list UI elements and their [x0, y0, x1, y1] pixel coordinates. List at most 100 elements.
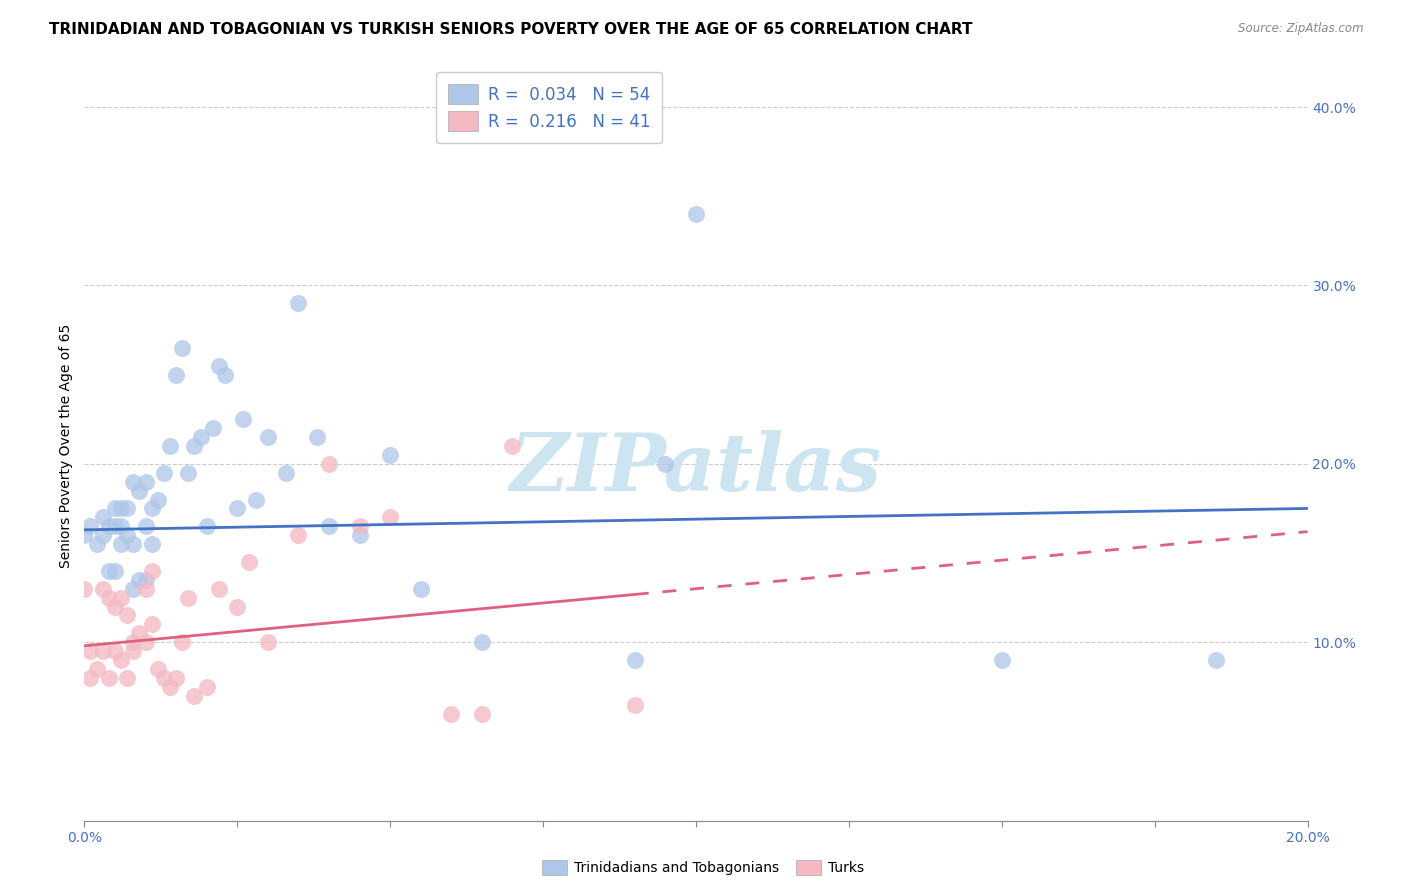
Point: [110, 653, 132, 667]
Point: [122, 537, 145, 551]
Point: [91, 582, 114, 596]
Point: [226, 501, 249, 516]
Point: [97, 519, 120, 533]
Point: [238, 555, 260, 569]
Point: [135, 475, 157, 489]
Point: [104, 564, 127, 578]
Point: [146, 492, 169, 507]
Point: [97, 671, 120, 685]
Legend: Trinidadians and Tobagonians, Turks: Trinidadians and Tobagonians, Turks: [537, 855, 869, 880]
Point: [141, 501, 163, 516]
Point: [153, 466, 176, 480]
Text: ZIPatlas: ZIPatlas: [510, 430, 882, 508]
Point: [141, 537, 163, 551]
Point: [685, 207, 707, 221]
Point: [122, 635, 145, 649]
Point: [214, 368, 236, 382]
Text: TRINIDADIAN AND TOBAGONIAN VS TURKISH SENIORS POVERTY OVER THE AGE OF 65 CORRELA: TRINIDADIAN AND TOBAGONIAN VS TURKISH SE…: [49, 22, 973, 37]
Point: [165, 368, 187, 382]
Point: [654, 457, 676, 471]
Point: [86, 662, 108, 676]
Point: [97, 591, 120, 605]
Point: [110, 591, 132, 605]
Point: [624, 698, 647, 712]
Point: [380, 448, 402, 462]
Point: [349, 519, 371, 533]
Point: [409, 582, 432, 596]
Point: [502, 439, 524, 453]
Point: [287, 528, 309, 542]
Point: [226, 599, 249, 614]
Point: [195, 680, 218, 694]
Point: [624, 653, 647, 667]
Point: [128, 573, 150, 587]
Legend: R =  0.034   N = 54, R =  0.216   N = 41: R = 0.034 N = 54, R = 0.216 N = 41: [436, 72, 662, 143]
Point: [471, 706, 494, 721]
Point: [141, 617, 163, 632]
Point: [159, 680, 181, 694]
Point: [232, 412, 254, 426]
Point: [135, 573, 157, 587]
Point: [91, 510, 114, 524]
Point: [97, 564, 120, 578]
Point: [305, 430, 328, 444]
Point: [73, 582, 96, 596]
Point: [380, 510, 402, 524]
Point: [349, 528, 371, 542]
Point: [135, 582, 157, 596]
Point: [177, 591, 200, 605]
Point: [110, 501, 132, 516]
Point: [159, 439, 181, 453]
Point: [104, 644, 127, 658]
Point: [208, 582, 231, 596]
Point: [1205, 653, 1227, 667]
Point: [183, 439, 205, 453]
Point: [245, 492, 267, 507]
Point: [128, 483, 150, 498]
Point: [115, 608, 138, 623]
Text: Source: ZipAtlas.com: Source: ZipAtlas.com: [1239, 22, 1364, 36]
Point: [104, 519, 127, 533]
Point: [177, 466, 200, 480]
Point: [104, 599, 127, 614]
Point: [122, 582, 145, 596]
Point: [195, 519, 218, 533]
Point: [73, 528, 96, 542]
Point: [318, 519, 340, 533]
Point: [115, 528, 138, 542]
Y-axis label: Seniors Poverty Over the Age of 65: Seniors Poverty Over the Age of 65: [59, 324, 73, 568]
Point: [115, 501, 138, 516]
Point: [172, 635, 194, 649]
Point: [122, 644, 145, 658]
Point: [122, 475, 145, 489]
Point: [128, 626, 150, 640]
Point: [183, 689, 205, 703]
Point: [79, 644, 101, 658]
Point: [991, 653, 1014, 667]
Point: [165, 671, 187, 685]
Point: [318, 457, 340, 471]
Point: [257, 430, 280, 444]
Point: [440, 706, 463, 721]
Point: [79, 671, 101, 685]
Point: [146, 662, 169, 676]
Point: [287, 296, 309, 310]
Point: [141, 564, 163, 578]
Point: [135, 519, 157, 533]
Point: [190, 430, 212, 444]
Point: [172, 341, 194, 355]
Point: [471, 635, 494, 649]
Point: [201, 421, 224, 435]
Point: [110, 519, 132, 533]
Point: [135, 635, 157, 649]
Point: [257, 635, 280, 649]
Point: [91, 644, 114, 658]
Point: [86, 537, 108, 551]
Point: [104, 501, 127, 516]
Point: [208, 359, 231, 373]
Point: [79, 519, 101, 533]
Point: [91, 528, 114, 542]
Point: [110, 537, 132, 551]
Point: [276, 466, 298, 480]
Point: [115, 671, 138, 685]
